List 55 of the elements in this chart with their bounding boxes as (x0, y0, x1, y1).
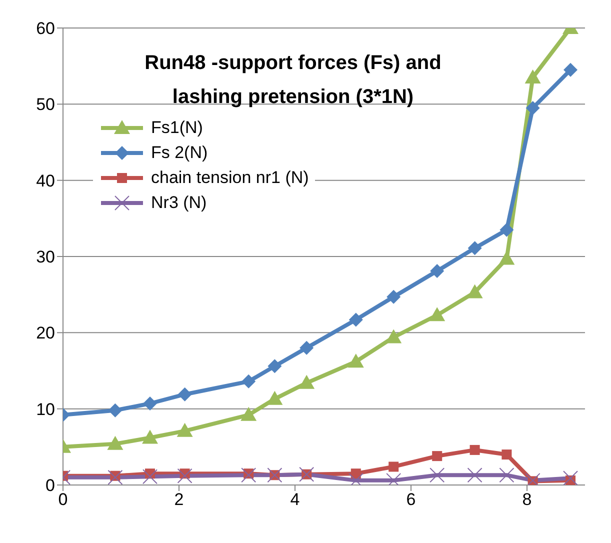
point (430, 264, 444, 278)
x-tick-label: 6 (406, 490, 416, 510)
point (429, 307, 446, 322)
legend-label: chain tension nr1 (N) (151, 167, 309, 189)
y-tick-label: 0 (46, 476, 55, 496)
point (107, 436, 124, 450)
point (467, 468, 482, 483)
point (388, 462, 399, 472)
x-tick-label: 2 (174, 490, 184, 510)
x-tick-label: 8 (522, 490, 532, 510)
point (178, 387, 192, 402)
legend-label: Nr3 (N) (151, 192, 207, 214)
point (142, 469, 158, 484)
point (350, 468, 361, 479)
point (386, 329, 402, 344)
point (142, 430, 158, 444)
point (240, 406, 257, 421)
point (348, 312, 363, 327)
y-tick-label: 40 (36, 171, 55, 190)
point (526, 100, 540, 115)
point (430, 468, 445, 483)
y-tick-label: 20 (36, 324, 55, 343)
point (498, 250, 515, 265)
point (502, 450, 512, 460)
point (268, 359, 282, 374)
point (499, 468, 514, 483)
x-tick-label: 4 (290, 490, 300, 510)
point (300, 340, 314, 355)
point (466, 284, 483, 298)
point (176, 422, 193, 437)
point (242, 374, 256, 388)
point (143, 396, 157, 410)
point (108, 470, 123, 485)
point (298, 374, 315, 389)
point (563, 470, 578, 485)
y-tick-label: 60 (36, 19, 55, 38)
point (108, 403, 122, 418)
point (386, 290, 401, 304)
x-tick-label: 0 (58, 490, 68, 510)
point (468, 241, 482, 256)
point (524, 70, 541, 84)
legend-label: Fs1(N) (151, 117, 203, 139)
point (500, 222, 514, 237)
y-tick-label: 50 (36, 95, 55, 114)
point (241, 468, 256, 483)
point (348, 354, 364, 368)
legend-label: Fs 2(N) (151, 142, 208, 164)
point (177, 468, 192, 484)
y-tick-label: 30 (36, 248, 55, 267)
point (564, 62, 578, 77)
point (470, 444, 480, 455)
point (432, 451, 442, 462)
point (266, 390, 283, 405)
y-tick-label: 10 (36, 400, 55, 419)
text: Run48 -support forces (Fs) and lashing pretension (3*1N) (144, 51, 442, 110)
